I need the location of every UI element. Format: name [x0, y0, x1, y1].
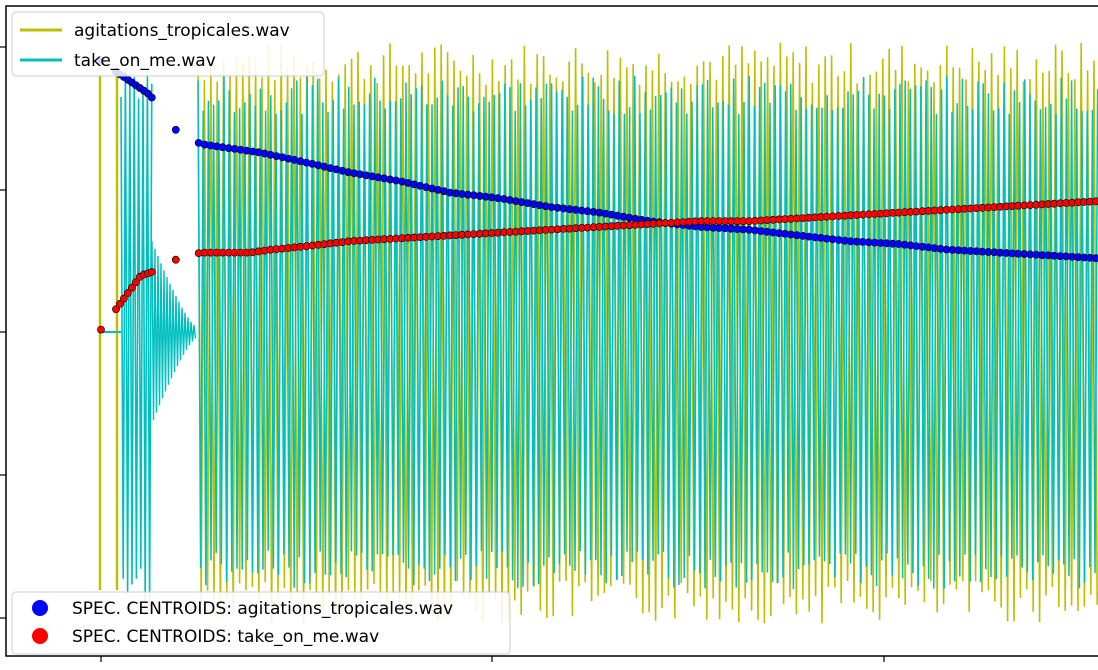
centroid-point-agitations	[147, 93, 156, 102]
centroid-point-takeonme	[127, 283, 136, 292]
legend-waveforms: agitations_tropicales.wav take_on_me.wav	[11, 11, 325, 77]
legend-marker-centroid-takeonme	[32, 628, 48, 644]
centroid-point-takeonme	[131, 278, 140, 287]
legend-label-agitations: agitations_tropicales.wav	[74, 21, 290, 41]
centroid-point-takeonme	[116, 299, 124, 308]
waveform-takeonme-decay	[151, 241, 197, 421]
waveform-layer	[98, 42, 1098, 624]
centroid-point-takeonme	[171, 255, 180, 264]
legend-label-centroid-agitations: SPEC. CENTROIDS: agitations_tropicales.w…	[72, 599, 453, 619]
y-ticks	[0, 46, 6, 619]
centroid-point-agitations	[171, 125, 180, 134]
waveform-takeonme	[197, 75, 1098, 590]
legend-box	[11, 591, 511, 655]
centroid-layer	[97, 57, 1098, 334]
legend-centroids: SPEC. CENTROIDS: agitations_tropicales.w…	[11, 591, 511, 655]
centroid-point-takeonme	[124, 289, 132, 297]
centroid-point-takeonme	[97, 325, 105, 334]
x-ticks	[100, 656, 885, 662]
waveform-takeonme-early	[120, 68, 153, 601]
legend-label-takeonme: take_on_me.wav	[74, 51, 216, 71]
legend-marker-centroid-agitations	[32, 600, 48, 616]
legend-label-centroid-takeonme: SPEC. CENTROIDS: take_on_me.wav	[72, 627, 379, 647]
centroid-point-takeonme	[120, 294, 128, 303]
centroid-point-takeonme	[147, 268, 156, 276]
plot-area	[97, 42, 1098, 624]
legend-box	[11, 11, 325, 77]
centroid-point-takeonme	[1092, 197, 1098, 206]
centroid-point-agitations	[1092, 254, 1098, 263]
centroid-point-takeonme	[112, 305, 120, 314]
axes-frame	[5, 5, 1098, 657]
